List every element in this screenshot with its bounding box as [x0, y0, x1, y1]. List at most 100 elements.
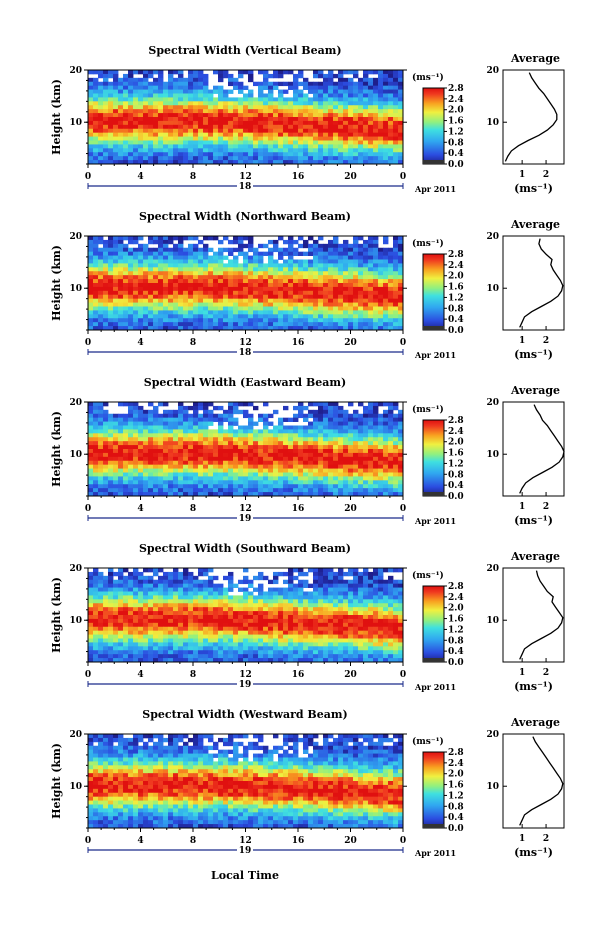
heatmap-cell [303, 314, 309, 319]
heatmap-cell [258, 595, 264, 600]
heatmap-cell [123, 267, 129, 272]
heatmap-cell [303, 488, 309, 493]
heatmap-cell [118, 294, 124, 300]
heatmap-cell [198, 314, 204, 319]
heatmap-cell [288, 101, 294, 106]
heatmap-cell [308, 409, 314, 415]
heatmap-cell [303, 124, 309, 130]
heatmap-cell [338, 251, 344, 256]
heatmap-cell [353, 290, 359, 296]
heatmap-cell [183, 314, 189, 319]
heatmap-cell [138, 599, 144, 604]
heatmap-cell [338, 275, 344, 280]
heatmap-cell [378, 425, 384, 430]
heatmap-cell [208, 97, 214, 102]
heatmap-cell [368, 302, 374, 307]
heatmap-cell [88, 318, 94, 323]
heatmap-cell [258, 452, 264, 458]
heatmap-cell [153, 579, 159, 585]
heatmap-cell [343, 128, 349, 134]
colorbar-tick-label: 0.4 [448, 315, 464, 325]
heatmap-cell [148, 101, 154, 106]
heatmap-cell [228, 318, 234, 323]
heatmap-cell [358, 484, 364, 489]
heatmap-cell [258, 89, 264, 94]
heatmap-cell [263, 113, 269, 118]
heatmap-cell [378, 579, 384, 585]
heatmap-cell [133, 255, 139, 260]
heatmap-cell [158, 251, 164, 256]
heatmap-cell [388, 472, 394, 477]
heatmap-cell [213, 314, 219, 319]
heatmap-cell [208, 568, 214, 573]
heatmap-cell [238, 124, 244, 130]
heatmap-cell [363, 124, 369, 130]
heatmap-cell [253, 160, 259, 165]
heatmap-cell [178, 480, 184, 485]
heatmap-cell [288, 85, 294, 90]
heatmap-cell [233, 417, 239, 422]
heatmap-cell [88, 275, 94, 280]
heatmap-cell [143, 417, 149, 422]
heatmap-cell [398, 113, 404, 118]
heatmap-cell [103, 70, 109, 75]
heatmap-cell [238, 302, 244, 307]
heatmap-cell [178, 144, 184, 149]
heatmap-cell [313, 322, 319, 327]
heatmap-cell [248, 433, 254, 438]
heatmap-cell [378, 472, 384, 477]
date-label: Apr 2011 [414, 516, 456, 526]
heatmap-cell [158, 441, 164, 446]
heatmap-cell [163, 402, 169, 407]
heatmap-cell [183, 89, 189, 94]
heatmap-cell [118, 449, 124, 454]
heatmap-cell [208, 326, 214, 331]
heatmap-cell [133, 417, 139, 422]
heatmap-cell [353, 286, 359, 292]
heatmap-cell [158, 152, 164, 157]
heatmap-cell [173, 472, 179, 477]
heatmap-cell [193, 109, 199, 114]
heatmap-cell [323, 571, 329, 577]
heatmap-cell [113, 413, 119, 419]
heatmap-cell [148, 294, 154, 300]
heatmap-cell [293, 140, 299, 145]
heatmap-cell [113, 492, 119, 497]
heatmap-cell [378, 413, 384, 419]
heatmap-cell [213, 460, 219, 466]
heatmap-cell [318, 93, 324, 98]
colorbar-tick-label: 0.0 [448, 326, 464, 336]
heatmap-cell [88, 298, 94, 303]
heatmap-cell [203, 279, 209, 284]
heatmap-cell [383, 73, 389, 79]
heatmap-cell [373, 298, 379, 303]
heatmap-cell [268, 429, 274, 434]
heatmap-cell [263, 314, 269, 319]
heatmap-cell [163, 322, 169, 327]
heatmap-cell [308, 445, 314, 450]
heatmap-cell [138, 109, 144, 114]
heatmap-cell [168, 468, 174, 473]
heatmap-cell [228, 239, 234, 245]
heatmap-cell [298, 73, 304, 79]
heatmap-cell [278, 492, 284, 497]
heatmap-cell [318, 263, 324, 268]
heatmap-cell [158, 579, 164, 585]
heatmap-cell [208, 591, 214, 596]
heatmap-cell [333, 85, 339, 90]
colorbar-tick-label: 2.4 [448, 95, 464, 105]
heatmap-cell [298, 140, 304, 145]
heatmap-cell [278, 140, 284, 145]
heatmap-cell [173, 89, 179, 94]
heatmap-cell [343, 89, 349, 94]
heatmap-cell [173, 160, 179, 165]
heatmap-cell [373, 437, 379, 442]
heatmap-cell [318, 255, 324, 260]
heatmap-cell [268, 81, 274, 87]
heatmap-cell [193, 85, 199, 90]
heatmap-cell [138, 259, 144, 264]
heatmap-cell [223, 452, 229, 458]
heatmap-cell [343, 275, 349, 280]
heatmap-cell [293, 290, 299, 296]
heatmap-cell [328, 310, 334, 315]
